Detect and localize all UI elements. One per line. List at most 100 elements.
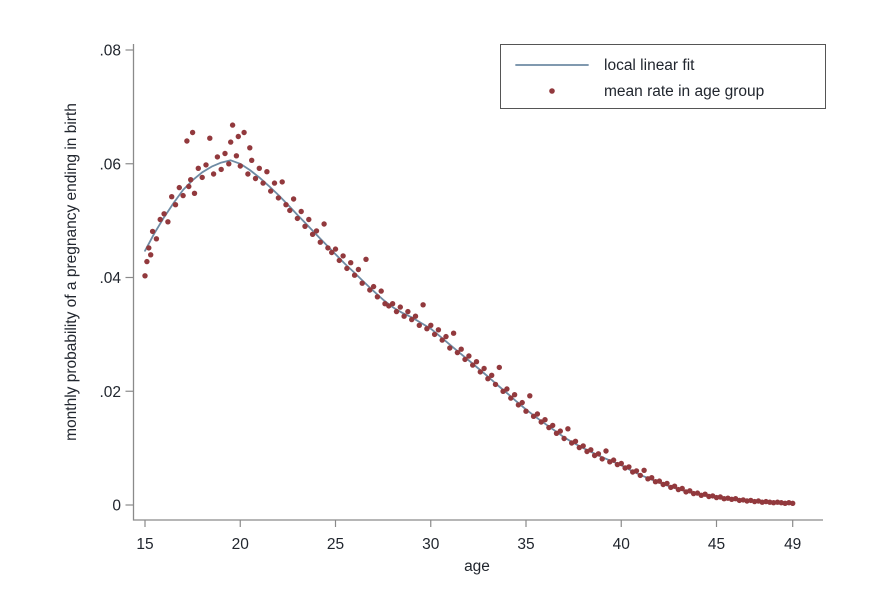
scatter-dot: [317, 239, 323, 245]
scatter-dot: [321, 221, 327, 227]
mean-rate-scatter: [142, 122, 796, 506]
scatter-dot: [450, 330, 457, 336]
legend-label-fit: local linear fit: [604, 57, 695, 74]
scatter-dot: [626, 464, 632, 470]
scatter-dot: [397, 304, 403, 310]
scatter-dot: [180, 192, 186, 199]
x-axis-ticks: 15 20 25 30 35 40 45 49: [136, 520, 801, 553]
y-tick-label: .06: [99, 156, 121, 173]
x-tick-label: 49: [784, 536, 801, 553]
scatter-dot: [485, 376, 491, 382]
scatter-dot: [595, 451, 602, 457]
scatter-dot: [599, 456, 605, 462]
scatter-dot: [226, 161, 232, 167]
scatter-dot: [336, 257, 342, 264]
scatter-dot: [496, 364, 502, 371]
scatter-dot: [184, 138, 190, 144]
scatter-dot: [165, 219, 171, 225]
scatter-dot: [189, 129, 196, 136]
scatter-dot: [298, 208, 304, 215]
x-tick-label: 15: [136, 536, 153, 553]
scatter-dot: [671, 483, 678, 489]
legend-dot-sample-icon: [549, 88, 555, 94]
scatter-dot: [523, 408, 529, 414]
x-tick-label: 40: [613, 536, 631, 553]
scatter-dot: [439, 337, 445, 343]
scatter-dot: [241, 129, 247, 136]
scatter-dot: [458, 346, 464, 352]
scatter-dot: [393, 308, 400, 315]
scatter-dot: [340, 253, 346, 259]
scatter-dot: [462, 356, 468, 363]
scatter-dot: [306, 216, 312, 223]
scatter-dot: [146, 245, 152, 251]
scatter-dot: [153, 236, 160, 242]
y-tick-label: 0: [112, 498, 121, 515]
scatter-dot: [519, 399, 525, 406]
scatter-dot: [603, 448, 609, 454]
scatter-dot: [268, 188, 274, 194]
y-tick-label: .08: [99, 43, 121, 60]
scatter-dot: [245, 171, 251, 177]
scatter-dot: [188, 177, 194, 183]
scatter-dot: [313, 228, 320, 234]
scatter-dot: [275, 195, 282, 201]
scatter-dot: [214, 154, 221, 160]
scatter-dot: [550, 422, 556, 429]
scatter-dot: [191, 190, 198, 196]
scatter-dot: [279, 179, 285, 185]
scatter-dot: [235, 133, 241, 140]
scatter-dot: [511, 392, 518, 398]
scatter-dot: [169, 194, 175, 200]
scatter-dot: [641, 467, 647, 473]
scatter-dot: [790, 500, 796, 506]
scatter-dot: [420, 302, 426, 308]
scatter-dot: [542, 417, 548, 423]
scatter-dot: [416, 322, 422, 328]
scatter-dot: [332, 246, 339, 252]
scatter-dot: [588, 447, 594, 453]
scatter-dot: [302, 223, 308, 229]
scatter-dot: [687, 488, 693, 494]
scatter-dot: [656, 478, 663, 484]
scatter-dot: [290, 196, 297, 202]
scatter-dot: [237, 163, 243, 169]
scatter-dot: [233, 153, 240, 159]
scatter-dot: [252, 175, 259, 182]
scatter-dot: [447, 345, 453, 351]
scatter-dot: [424, 326, 430, 332]
axes: [132, 44, 823, 521]
scatter-dot: [207, 135, 213, 141]
scatter-dot: [142, 273, 148, 279]
scatter-dot: [664, 480, 670, 487]
scatter-dot: [287, 207, 293, 214]
scatter-dot: [359, 280, 365, 286]
x-axis-title: age: [464, 558, 490, 575]
scatter-dot: [195, 165, 201, 171]
scatter-dot: [492, 381, 499, 388]
scatter-dot: [218, 166, 224, 173]
scatter-dot: [329, 249, 335, 256]
scatter-dot: [260, 180, 266, 186]
scatter-dot: [454, 349, 461, 356]
scatter-dot: [271, 180, 278, 186]
scatter-dot: [309, 231, 316, 237]
scatter-dot: [294, 215, 301, 222]
scatter-dot: [572, 438, 579, 444]
scatter-dot: [149, 228, 156, 235]
scatter-dot: [374, 294, 381, 300]
scatter-dot: [210, 171, 217, 177]
scatter-dot: [264, 169, 270, 175]
y-axis-ticks: 0 .02 .04 .06 .08: [99, 43, 134, 515]
scatter-dot: [355, 266, 362, 273]
scatter-dot: [428, 322, 434, 328]
scatter-dot: [477, 369, 483, 375]
scatter-dot: [409, 316, 415, 323]
scatter-dot: [580, 443, 586, 449]
scatter-dot: [247, 145, 253, 151]
scatter-dot: [504, 386, 510, 392]
scatter-dot: [370, 283, 377, 290]
scatter-dot: [508, 395, 514, 401]
scatter-dot: [157, 216, 163, 223]
